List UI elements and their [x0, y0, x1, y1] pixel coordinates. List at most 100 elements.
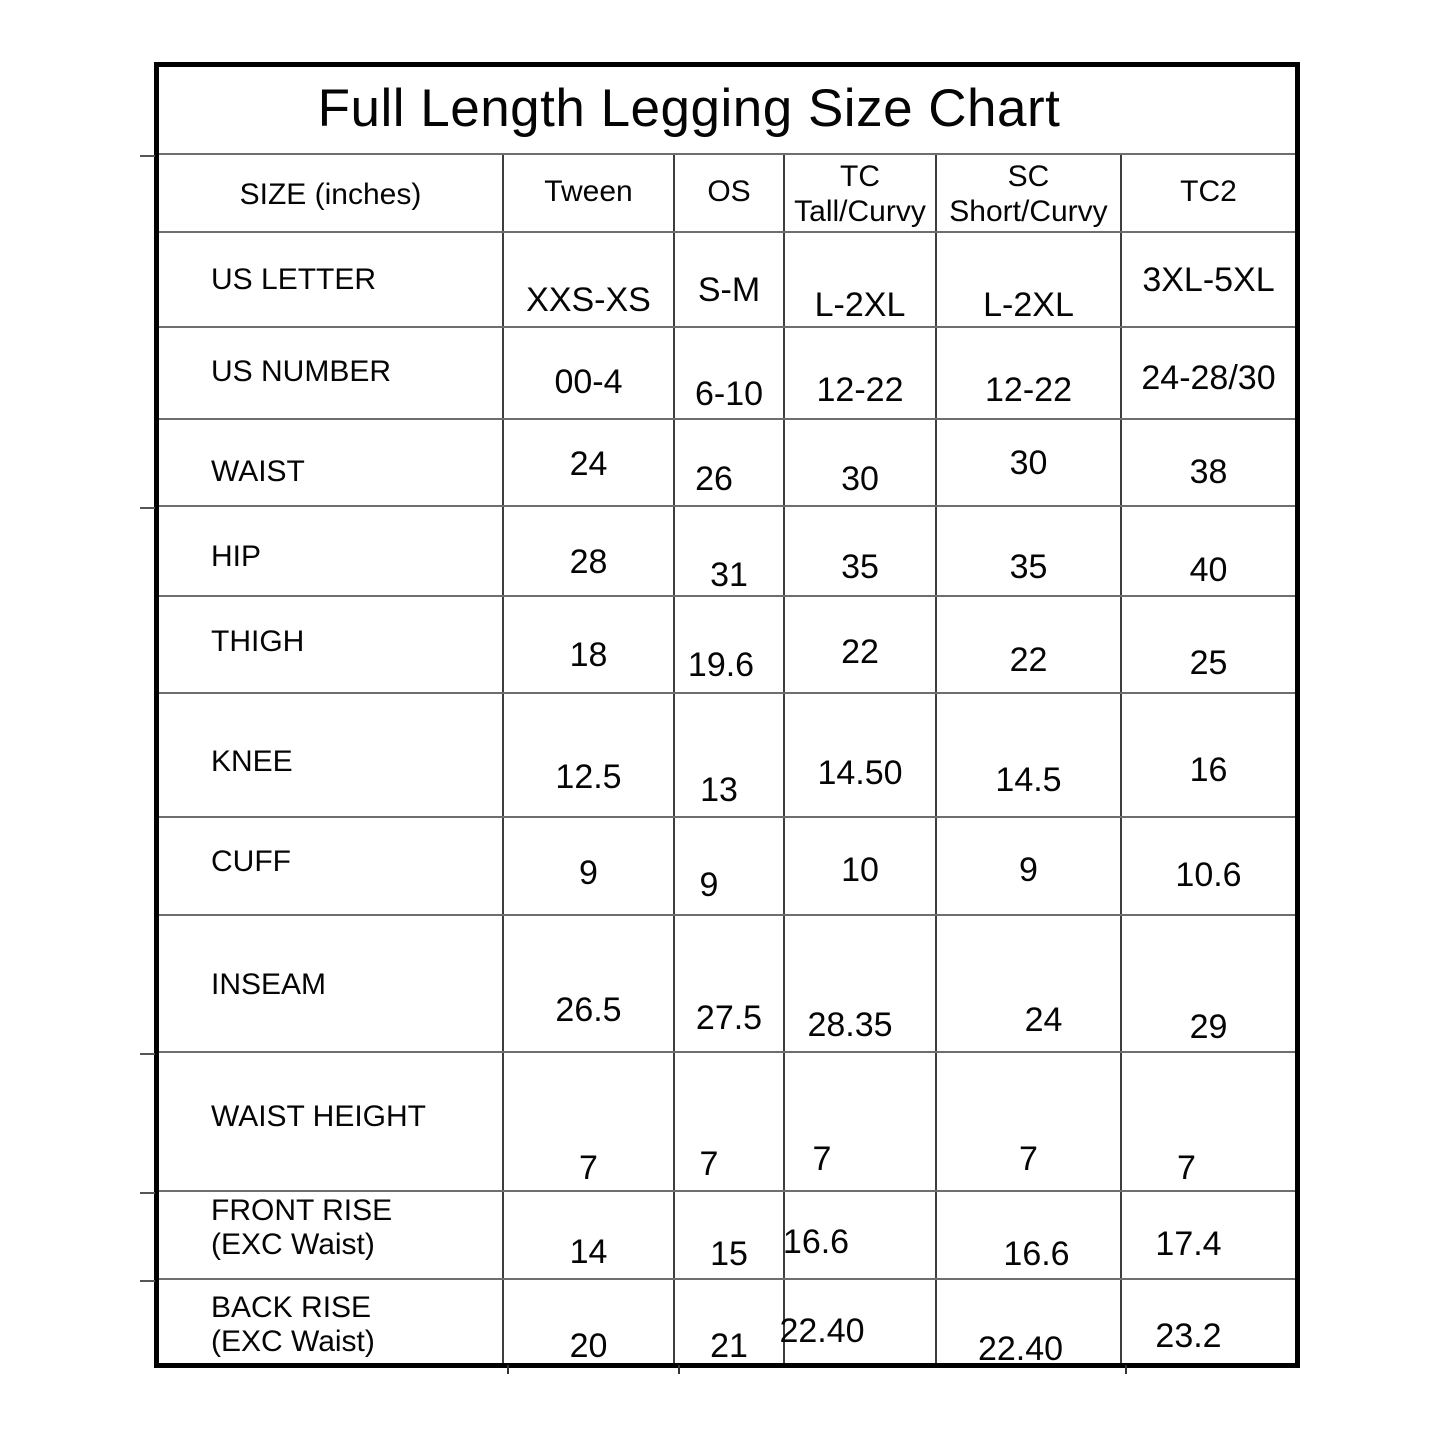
column-header-tc: TC Tall/Curvy [783, 155, 935, 231]
cell-value: 26 [695, 460, 733, 498]
row-label-text: INSEAM [211, 968, 326, 1002]
row-label: BACK RISE [211, 1291, 372, 1324]
row-label-cell-back-rise: BACK RISE (EXC Waist) [159, 1280, 502, 1363]
column-header-text: SC Short/Curvy [937, 159, 1120, 229]
cell-knee-tc2: 16 [1120, 694, 1295, 816]
cell-waist-tween: 24 [502, 420, 673, 505]
cell-back-rise-os: 21 [673, 1280, 783, 1365]
cell-us-letter-sc: L-2XL [935, 233, 1120, 326]
column-header-sc: SC Short/Curvy [935, 155, 1120, 231]
cell-value: 25 [1189, 644, 1228, 682]
cell-value: 6-10 [694, 375, 764, 413]
chart-title-row: Full Length Legging Size Chart [159, 67, 1295, 155]
row-label: THIGH [211, 625, 305, 658]
size-chart-table: Full Length Legging Size Chart SIZE (inc… [140, 62, 1300, 1374]
cell-cuff-tc2: 10.6 [1120, 818, 1295, 914]
table-row-thigh: THIGH 18 19.6 22 22 25 [159, 597, 1295, 694]
cell-us-number-tween: 00-4 [502, 328, 673, 418]
cell-cuff-sc: 9 [935, 818, 1120, 914]
row-label-cell-inseam: INSEAM [159, 916, 502, 1051]
row-label-text: WAIST HEIGHT [211, 1100, 426, 1134]
cell-value: 3XL-5XL [1142, 261, 1275, 299]
cell-value: 10 [841, 851, 879, 889]
cell-value: 31 [710, 556, 748, 594]
cell-value: 22 [1009, 641, 1048, 679]
cell-value: 12-22 [816, 371, 904, 409]
table-row-cuff: CUFF 9 9 10 9 10.6 [159, 818, 1295, 916]
column-header-sublabel: Short/Curvy [949, 195, 1108, 228]
cell-value: 29 [1189, 1008, 1228, 1046]
cell-value: 22.40 [779, 1312, 865, 1350]
header-row: SIZE (inches) Tween OS TC Tall/Curvy SC Short/… [159, 155, 1295, 233]
cell-value: 7 [699, 1145, 719, 1183]
row-label-cell-waist-height: WAIST HEIGHT [159, 1053, 502, 1190]
cell-value: L-2XL [814, 286, 906, 324]
grid-overhang-tick [1125, 1365, 1127, 1374]
cell-value: 18 [569, 636, 608, 674]
row-label: HIP [211, 540, 262, 573]
cell-back-rise-tc2: 23.2 [1120, 1280, 1295, 1363]
cell-us-letter-tween: XXS-XS [502, 233, 673, 326]
cell-value: 9 [579, 854, 598, 892]
cell-waist-height-sc: 7 [935, 1053, 1120, 1190]
cell-value: XXS-XS [526, 281, 651, 319]
cell-waist-os: 26 [673, 420, 783, 505]
cell-thigh-os: 19.6 [673, 597, 783, 692]
row-label: INSEAM [211, 968, 327, 1001]
table-row-front-rise: FRONT RISE (EXC Waist) 14 15 16.6 16.6 17.4 [159, 1192, 1295, 1280]
row-label: KNEE [211, 745, 293, 778]
table-row-inseam: INSEAM 26.5 27.5 28.35 24 29 [159, 916, 1295, 1053]
cell-value: 16 [1189, 751, 1228, 789]
chart-title: Full Length Legging Size Chart [317, 79, 1061, 138]
cell-hip-tc2: 40 [1120, 507, 1295, 595]
cell-value: 35 [1009, 548, 1048, 586]
row-label-cell-knee: KNEE [159, 694, 502, 816]
cell-us-letter-tc: L-2XL [783, 233, 935, 326]
cell-thigh-tc: 22 [783, 597, 935, 692]
column-header-label: TC2 [1180, 175, 1237, 208]
row-label-cell-front-rise: FRONT RISE (EXC Waist) [159, 1192, 502, 1278]
row-label-text: US NUMBER [211, 355, 391, 389]
cell-value: 9 [699, 866, 719, 904]
column-header-os: OS [673, 155, 783, 231]
row-sublabel: (EXC Waist) [211, 1228, 375, 1261]
column-header-label: SC [1007, 160, 1050, 193]
cell-us-letter-os: S-M [673, 233, 783, 326]
cell-inseam-tc2: 29 [1120, 916, 1295, 1051]
table-row-us-letter: US LETTER XXS-XS S-M L-2XL L-2XL 3XL-5XL [159, 233, 1295, 328]
cell-value: L-2XL [983, 286, 1074, 324]
grid-overhang-tick [678, 1365, 680, 1374]
row-label-text: FRONT RISE (EXC Waist) [211, 1194, 392, 1262]
cell-hip-tc: 35 [783, 507, 935, 595]
cell-hip-os: 31 [673, 507, 783, 595]
cell-value: 13 [700, 771, 738, 809]
row-label-cell-us-letter: US LETTER [159, 233, 502, 326]
cell-waist-height-tween: 7 [502, 1053, 673, 1190]
cell-us-letter-tc2: 3XL-5XL [1120, 233, 1295, 326]
row-label-cell-waist: WAIST [159, 420, 502, 505]
cell-value: 38 [1189, 453, 1228, 491]
table-row-waist: WAIST 24 26 30 30 38 [159, 420, 1295, 507]
cell-value: 16.6 [1003, 1235, 1070, 1273]
cell-thigh-tween: 18 [502, 597, 673, 692]
column-header-label: TC [840, 160, 880, 193]
row-label-text: WAIST [211, 455, 305, 489]
table-row-us-number: US NUMBER 00-4 6-10 12-22 12-22 24-28/30 [159, 328, 1295, 420]
row-label-cell-hip: HIP [159, 507, 502, 595]
cell-us-number-tc: 12-22 [783, 328, 935, 418]
row-label: FRONT RISE [211, 1194, 393, 1227]
cell-value: 24-28/30 [1141, 359, 1276, 397]
cell-us-number-tc2: 24-28/30 [1120, 328, 1295, 418]
cell-value: 24 [1024, 1001, 1063, 1039]
grid-overhang-tick [140, 1053, 155, 1055]
cell-value: 00-4 [554, 363, 623, 401]
cell-front-rise-tc2: 17.4 [1120, 1192, 1295, 1278]
row-label: WAIST HEIGHT [211, 1100, 427, 1133]
cell-value: 30 [841, 460, 879, 498]
cell-value: 7 [579, 1149, 598, 1187]
cell-back-rise-tween: 20 [502, 1280, 673, 1365]
cell-value: 16.6 [782, 1223, 850, 1261]
cell-thigh-sc: 22 [935, 597, 1120, 692]
cell-value: 14 [569, 1233, 608, 1271]
